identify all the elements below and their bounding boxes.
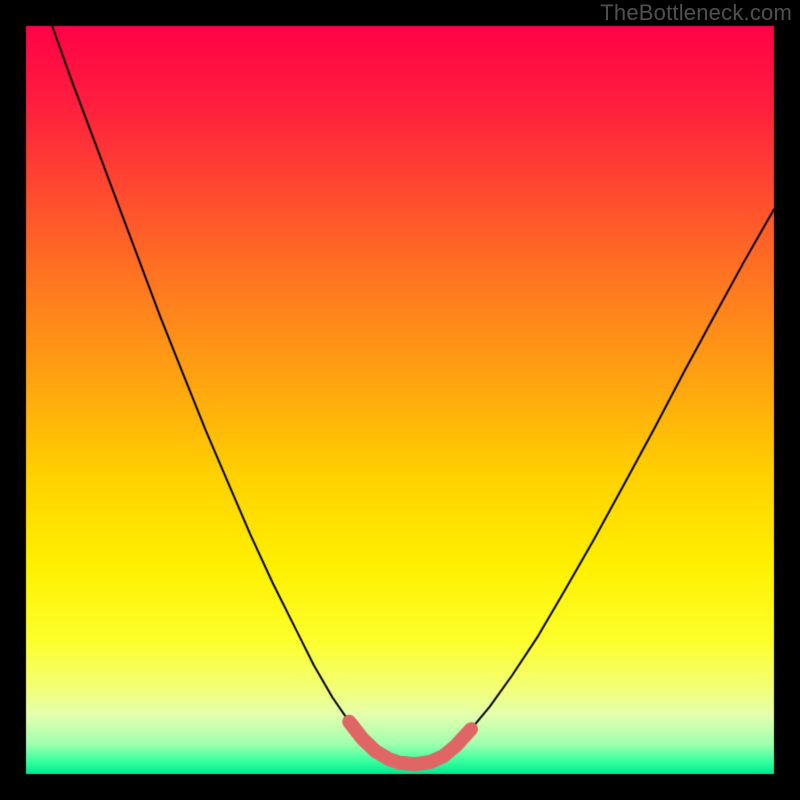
chart-container: TheBottleneck.com <box>0 0 800 800</box>
bottleneck-chart-canvas <box>0 0 800 800</box>
watermark-text: TheBottleneck.com <box>600 0 792 26</box>
